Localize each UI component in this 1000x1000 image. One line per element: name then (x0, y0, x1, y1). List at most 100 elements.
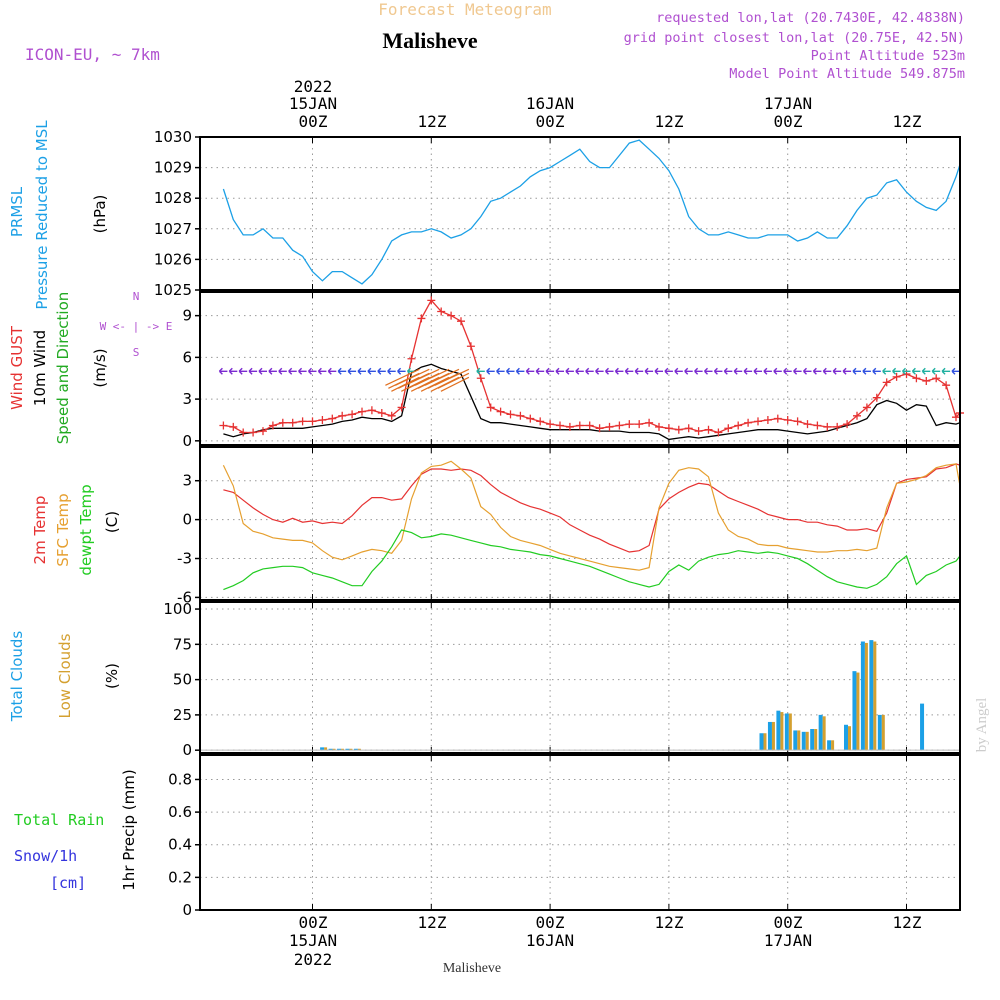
pressure-ytick-label: 1025 (154, 281, 192, 299)
wind-frame (199, 291, 961, 446)
top-time-axis: 2022 15JAN 00Z 12Z 16JAN 00Z 12Z 17JAN 0… (289, 77, 922, 131)
low-cloud-bar (763, 733, 767, 751)
gust-marker (605, 422, 614, 431)
wind-arrow (397, 367, 406, 375)
wind-ytick-label: 0 (182, 432, 192, 450)
wind-arrow (763, 367, 772, 375)
total-cloud-bar (793, 730, 798, 751)
gust-marker (437, 307, 446, 316)
precipitation-frame (199, 754, 961, 911)
total-cloud-bar (818, 714, 823, 751)
pressure-grid (200, 136, 960, 291)
gust-marker (565, 422, 574, 431)
total-cloud-bar (920, 703, 925, 751)
low-cloud-bar (814, 729, 818, 751)
bottom-date-15jan: 15JAN (289, 931, 337, 950)
low-cloud-bar (349, 748, 353, 751)
wind-arrow (634, 367, 644, 375)
wind-grid (200, 292, 960, 445)
low-clouds-label: Low Clouds (56, 633, 74, 718)
rain-label: Total Rain (14, 811, 104, 829)
wind-arrow (694, 367, 703, 375)
info-line-4: Model Point Altitude 549.875m (729, 66, 965, 82)
gust-marker (476, 374, 485, 383)
total-clouds-label: Total Clouds (8, 631, 26, 723)
credit-watermark: by Angel (974, 698, 990, 753)
gust-marker (506, 410, 515, 419)
temperature-frame (199, 446, 961, 601)
wind-arrow (248, 367, 258, 375)
gust-marker (734, 421, 743, 430)
wind-arrow (387, 367, 396, 375)
top-time-1: 12Z (418, 112, 447, 131)
gust-marker (466, 342, 475, 351)
gust-marker (704, 425, 713, 434)
wind-panel: 0 3 6 9 (182, 291, 964, 450)
wind-unit: (m/s) (91, 348, 109, 387)
gust-marker (377, 409, 386, 418)
gust-marker (803, 420, 812, 429)
gust-marker (556, 421, 564, 430)
low-cloud-bar (864, 642, 868, 751)
top-time-3: 12Z (655, 112, 684, 131)
gust-marker (338, 411, 347, 420)
total-cloud-bar (345, 748, 350, 751)
wind-arrow (424, 368, 460, 386)
gust-marker (724, 424, 733, 433)
wind-arrow (614, 367, 624, 375)
wind-arrow (605, 367, 614, 375)
dewpt-label: dewpt Temp (77, 484, 95, 575)
wind-arrow (288, 367, 297, 375)
wind-arrow (743, 367, 753, 375)
wind-ytick-label: 9 (182, 307, 192, 325)
gust-marker (308, 417, 317, 426)
low-cloud-bar (856, 672, 860, 751)
total-cloud-bar (337, 748, 341, 751)
gust-marker (249, 428, 258, 437)
bottom-time-0: 00Z (299, 913, 328, 932)
gust-marker (427, 296, 436, 305)
precipitation-ytick-label: 0.2 (168, 868, 192, 886)
gust-marker (318, 415, 327, 424)
gust-marker (793, 417, 802, 426)
low-cloud-bar (873, 641, 877, 751)
top-date-15jan: 15JAN (289, 94, 337, 113)
temp-unit: (C) (103, 511, 121, 533)
product-title: Forecast Meteogram (378, 0, 551, 19)
wind-arrow (902, 367, 911, 375)
gust-marker (595, 424, 604, 433)
info-line-3: Point Altitude 523m (811, 48, 965, 64)
bottom-time-axis: 00Z 15JAN 2022 12Z 00Z 16JAN 12Z 00Z 17J… (289, 913, 922, 969)
gust-marker (516, 411, 525, 420)
gust-marker (278, 418, 287, 427)
bottom-time-1: 12Z (418, 913, 447, 932)
wind-arrow (941, 367, 951, 375)
gust-marker (298, 417, 307, 426)
clouds-ytick-label: 0 (182, 741, 192, 759)
compass-s: S (133, 346, 140, 359)
wind10m-label: 10m Wind (31, 330, 49, 406)
gust-marker (853, 411, 861, 420)
t2m-label: 2m Temp (31, 496, 49, 565)
wind-arrow (337, 367, 347, 375)
bottom-time-5: 12Z (893, 913, 922, 932)
pressure-frame (199, 136, 961, 291)
wind-arrow (317, 367, 327, 375)
low-cloud-bar (788, 713, 792, 751)
low-cloud-bar (341, 748, 344, 751)
precipitation-ytick-label: 0.8 (168, 770, 192, 788)
wind-arrow (892, 367, 901, 375)
wind-arrow (704, 367, 713, 375)
wind-arrow (515, 367, 525, 375)
pressure-ytick-label: 1028 (154, 189, 192, 207)
bottom-year: 2022 (294, 950, 333, 969)
wind-arrow (852, 367, 861, 375)
low-cloud-bar (797, 730, 801, 751)
low-cloud-bar (822, 716, 826, 751)
temperature-ytick-label: 3 (182, 472, 192, 490)
cloud-labels: Total Clouds Low Clouds (%) (8, 631, 121, 723)
gust-marker (546, 420, 555, 429)
precipitation-ytick-label: 0.4 (168, 836, 192, 854)
total-cloud-bar (767, 721, 772, 751)
